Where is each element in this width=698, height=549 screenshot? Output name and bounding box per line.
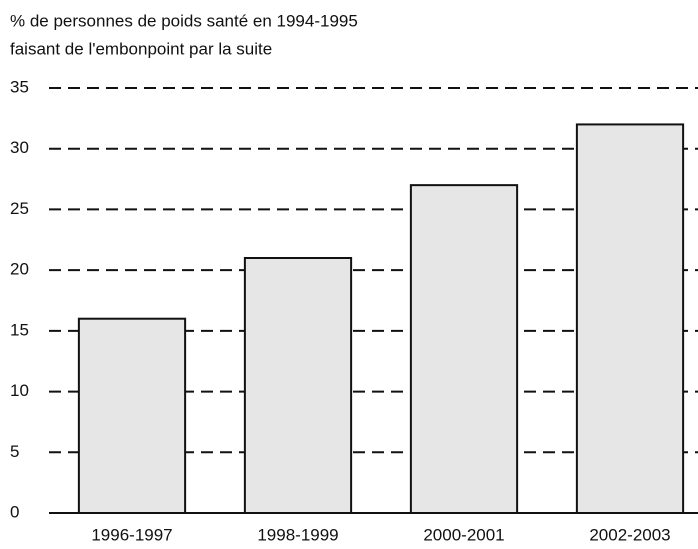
bar (409, 184, 519, 514)
y-tick-label: 0 (10, 502, 19, 521)
y-tick-label: 15 (10, 320, 29, 339)
y-tick-label: 25 (10, 199, 29, 218)
y-tick-label: 10 (10, 381, 29, 400)
bar (77, 317, 187, 515)
chart-title: % de personnes de poids santé en 1994-19… (10, 11, 358, 30)
x-tick-label: 1996-1997 (91, 525, 172, 544)
bar (243, 257, 353, 514)
x-tick-label: 2000-2001 (423, 525, 504, 544)
chart-title: faisant de l'embonpoint par la suite (10, 39, 272, 58)
bar (575, 123, 685, 515)
x-tick-label: 1998-1999 (257, 525, 338, 544)
y-tick-label: 35 (10, 77, 29, 96)
y-tick-label: 20 (10, 260, 29, 279)
y-tick-label: 5 (10, 442, 19, 461)
y-tick-label: 30 (10, 138, 29, 157)
x-tick-label: 2002-2003 (589, 525, 670, 544)
